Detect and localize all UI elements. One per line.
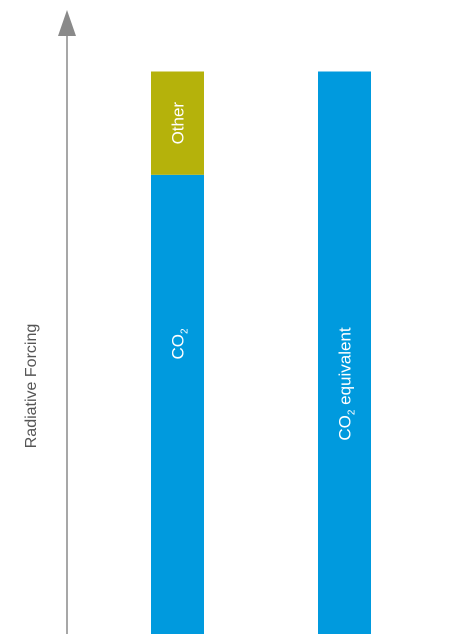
bar-label-main: Other <box>169 102 188 145</box>
bar-label-main: CO <box>336 415 355 441</box>
y-axis-arrow <box>58 10 76 36</box>
bar-segment-other <box>151 71 204 175</box>
bar-segment-co2-eq <box>318 71 371 634</box>
bar-label-co2-eq: CO2 equivalent <box>336 327 358 441</box>
bar-label-subscript: 2 <box>180 328 191 334</box>
bar-segment-co2 <box>151 174 204 634</box>
bar-label-main: CO <box>169 334 188 360</box>
bar-label-co2: CO2 <box>169 328 191 360</box>
bar-label-other: Other <box>169 102 188 145</box>
bar-label-subscript: 2 <box>347 409 358 415</box>
y-axis-label: Radiative Forcing <box>23 324 40 449</box>
bar-label-rest: equivalent <box>336 327 355 410</box>
